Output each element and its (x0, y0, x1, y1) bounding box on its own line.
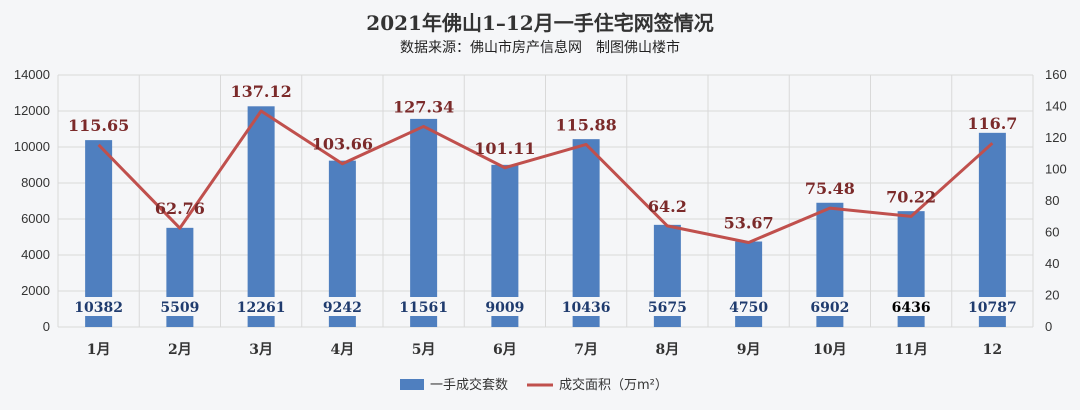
line-data-label: 70.22 (886, 187, 936, 206)
bar-data-label: 6436 (892, 300, 931, 316)
bar (85, 140, 113, 327)
line-data-label: 62.76 (155, 199, 205, 218)
x-tick-label: 11月 (894, 342, 927, 358)
bar-label-bg (74, 297, 124, 316)
bar-label-bg (561, 297, 611, 316)
bar-label-bg (890, 297, 932, 316)
bar-label-bg (159, 297, 201, 316)
bar-data-label: 10382 (74, 300, 123, 316)
bar-data-label: 10436 (562, 300, 611, 316)
bar-label-bg (484, 297, 526, 316)
bar-label-bg (322, 297, 363, 316)
line-data-label: 116.7 (967, 114, 1017, 133)
bar-label-bg (728, 297, 769, 316)
line-data-label: 64.2 (648, 197, 687, 216)
line-data-label: 75.48 (805, 179, 855, 198)
y-left-tick-label: 6000 (21, 211, 50, 226)
y-left-tick-label: 12000 (14, 103, 50, 118)
x-tick-label: 8月 (656, 342, 680, 358)
bar-data-label: 4750 (729, 300, 768, 316)
y-left-tick-label: 0 (43, 319, 50, 334)
y-right-tick-label: 40 (1045, 256, 1059, 271)
x-tick-label: 9月 (737, 342, 761, 358)
line-data-label: 115.65 (68, 116, 129, 135)
bar-label-bg (236, 297, 286, 316)
y-right-tick-label: 60 (1045, 225, 1059, 240)
bar-label-bg (399, 297, 449, 316)
y-right-tick-label: 20 (1045, 288, 1059, 303)
legend-bar-swatch (400, 379, 424, 390)
bar-data-label: 5509 (160, 300, 199, 316)
bar-data-label: 9242 (323, 300, 362, 316)
bar-data-label: 6902 (810, 300, 849, 316)
y-left-tick-label: 2000 (21, 283, 50, 298)
line-data-label: 137.12 (231, 82, 292, 101)
y-right-tick-label: 120 (1045, 130, 1067, 145)
bar (247, 106, 275, 327)
y-left-tick-label: 10000 (14, 139, 50, 154)
bar (978, 132, 1006, 327)
bar-data-label: 12261 (237, 300, 286, 316)
bar-label-bg (809, 297, 851, 316)
x-tick-label: 12 (983, 342, 1002, 358)
area-series-line (97, 109, 994, 244)
y-right-tick-label: 80 (1045, 193, 1059, 208)
y-left-tick-label: 14000 (14, 67, 50, 82)
x-tick-label: 1月 (87, 342, 111, 358)
line-data-label: 101.11 (474, 139, 535, 158)
bar-data-label: 9009 (485, 300, 524, 316)
x-tick-label: 10月 (813, 342, 846, 358)
x-tick-label: 6月 (493, 342, 517, 358)
x-tick-label: 4月 (331, 342, 355, 358)
bar-label-bg (647, 297, 688, 316)
y-right-tick-label: 0 (1045, 319, 1052, 334)
chart-title: 2021年佛山1–12月一手住宅网签情况 (366, 11, 713, 35)
x-tick-label: 2月 (168, 342, 192, 358)
legend-bar-label: 一手成交套数 (430, 377, 508, 393)
line-data-label: 115.88 (556, 115, 617, 134)
line-data-label: 103.66 (312, 135, 373, 154)
y-left-tick-label: 4000 (21, 247, 50, 262)
x-tick-label: 3月 (249, 342, 273, 358)
bar-label-bg (967, 297, 1017, 316)
bar-data-label: 5675 (648, 300, 687, 316)
bar-data-label: 10787 (968, 300, 1017, 316)
x-tick-label: 5月 (412, 342, 436, 358)
bar (410, 118, 438, 327)
chart-subtitle: 数据来源：佛山市房产信息网 制图佛山楼市 (400, 39, 680, 56)
line-data-label: 127.34 (393, 97, 454, 116)
legend-line-label: 成交面积（万m²） (559, 377, 668, 393)
line-data-label: 53.67 (724, 213, 774, 232)
x-tick-label: 7月 (574, 342, 598, 358)
y-right-tick-label: 160 (1045, 67, 1067, 82)
y-right-tick-label: 100 (1045, 162, 1067, 177)
y-left-tick-label: 8000 (21, 175, 50, 190)
bar (572, 139, 600, 327)
y-right-tick-label: 140 (1045, 99, 1067, 114)
bar-data-label: 11561 (399, 300, 448, 316)
